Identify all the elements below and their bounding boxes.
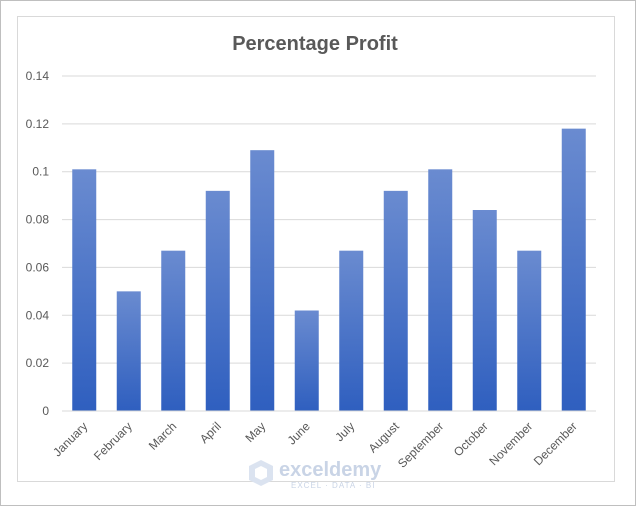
bar-october[interactable]	[472, 210, 497, 411]
y-tick-label: 0.08	[26, 213, 50, 227]
x-tick-label: December	[531, 419, 580, 468]
x-tick-label: February	[91, 419, 135, 463]
x-tick-label: November	[486, 419, 535, 468]
bar-september[interactable]	[428, 169, 453, 411]
x-tick-label: June	[285, 419, 314, 448]
x-tick-label: January	[50, 419, 90, 459]
bar-january[interactable]	[72, 169, 97, 411]
y-tick-label: 0.06	[26, 260, 50, 274]
x-tick-label: August	[366, 419, 403, 456]
y-tick-label: 0	[42, 404, 49, 418]
gridlines	[62, 75, 596, 412]
x-tick-label: July	[332, 419, 357, 444]
bar-august[interactable]	[383, 190, 408, 411]
watermark-tagline: EXCEL · DATA · BI	[291, 481, 375, 490]
bar-june[interactable]	[294, 310, 319, 412]
y-tick-label: 0.02	[26, 356, 50, 370]
x-tick-label: October	[451, 419, 491, 459]
bar-december[interactable]	[561, 128, 586, 411]
x-tick-label: April	[197, 419, 224, 446]
watermark-logo-inner	[255, 466, 267, 480]
y-tick-label: 0.04	[26, 308, 50, 322]
bars	[72, 128, 586, 412]
bar-april[interactable]	[205, 190, 230, 411]
y-tick-label: 0.1	[32, 165, 49, 179]
y-tick-label: 0.12	[26, 117, 50, 131]
watermark-name: exceldemy	[279, 459, 382, 481]
x-tick-label: March	[146, 419, 179, 452]
bar-march[interactable]	[161, 250, 186, 411]
y-axis: 0 0.02 0.04 0.06 0.08 0.1 0.12 0.14	[26, 69, 50, 418]
bar-november[interactable]	[517, 250, 542, 411]
bar-february[interactable]	[116, 291, 141, 411]
watermark: exceldemy EXCEL · DATA · BI	[249, 459, 382, 490]
x-tick-label: May	[242, 419, 268, 445]
bar-july[interactable]	[339, 250, 364, 411]
chart-title: Percentage Profit	[232, 33, 398, 55]
bar-may[interactable]	[250, 150, 275, 411]
x-tick-label: September	[395, 419, 446, 470]
y-tick-label: 0.14	[26, 69, 50, 83]
